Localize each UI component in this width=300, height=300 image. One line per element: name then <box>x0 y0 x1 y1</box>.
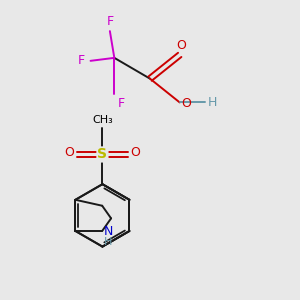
Text: F: F <box>117 97 124 110</box>
Text: H: H <box>208 96 217 109</box>
Text: H: H <box>104 237 112 247</box>
Text: N: N <box>104 225 113 238</box>
Text: O: O <box>64 146 74 160</box>
Text: CH₃: CH₃ <box>92 115 113 125</box>
Text: F: F <box>106 15 113 28</box>
Text: O: O <box>131 146 141 160</box>
Text: S: S <box>98 148 107 161</box>
Text: F: F <box>77 54 85 67</box>
Text: O: O <box>181 98 191 110</box>
Text: O: O <box>176 39 186 52</box>
